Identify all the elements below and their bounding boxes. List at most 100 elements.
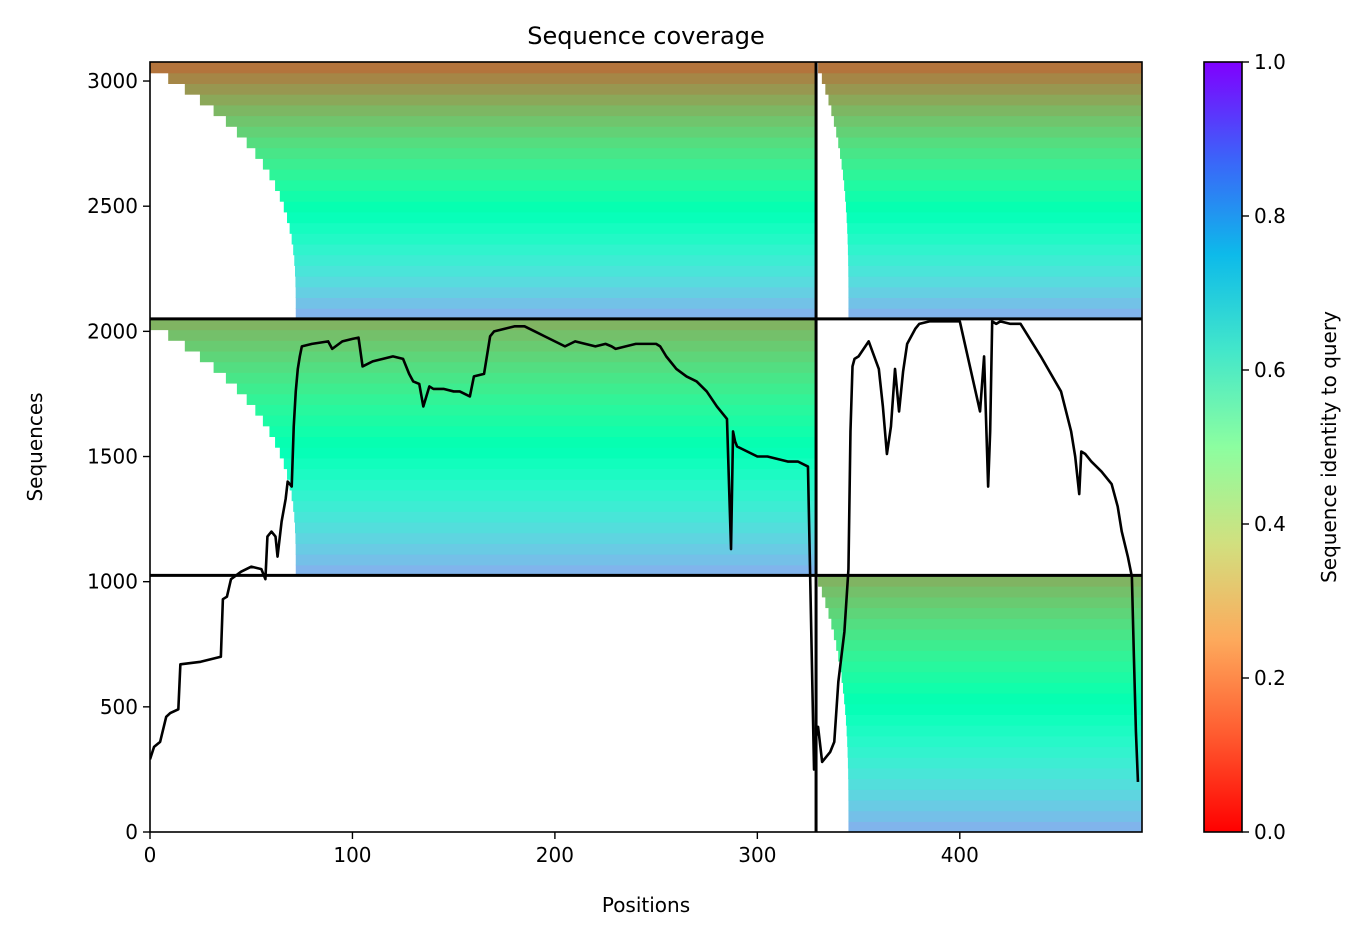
- heatmap-band-1-9: [846, 211, 1142, 224]
- x-axis: 0 100 200 300 400: [144, 832, 979, 867]
- heatmap-band-0-3: [295, 276, 817, 288]
- heatmap-band-3-11: [845, 703, 1142, 715]
- heatmap-band-0-22: [168, 72, 817, 84]
- heatmap-band-2-2: [295, 543, 817, 555]
- heatmap-band-1-11: [845, 190, 1142, 202]
- heatmap-band-2-4: [295, 521, 817, 534]
- y-tick-label: 0: [125, 820, 138, 844]
- heatmap-band-1-12: [844, 179, 1142, 192]
- heatmap-band-0-1: [295, 297, 817, 309]
- heatmap-band-3-12: [844, 693, 1142, 705]
- heatmap-band-3-6: [847, 757, 1142, 769]
- x-tick-label: 100: [333, 843, 371, 867]
- heatmap-band-3-2: [848, 799, 1142, 812]
- heatmap-band-1-10: [845, 201, 1142, 213]
- heatmap-band-2-13: [269, 425, 817, 438]
- coverage-line-group: [150, 320, 1140, 782]
- heatmap-band-1-20: [828, 94, 1142, 106]
- heatmap-band-0-17: [236, 126, 817, 138]
- heatmap-band-0-20: [199, 94, 817, 106]
- heatmap-band-3-10: [845, 714, 1142, 726]
- colorbar: [1203, 61, 1243, 833]
- y-tick-label: 1500: [87, 445, 138, 469]
- heatmap-band-2-15: [255, 404, 817, 416]
- x-tick-label: 0: [144, 843, 157, 867]
- heatmap-band-2-11: [279, 447, 817, 459]
- heatmap-band-1-1: [848, 297, 1142, 309]
- heatmap-band-3-5: [848, 767, 1142, 780]
- colorbar-tick-label: 0.8: [1254, 204, 1286, 228]
- y-tick-label: 3000: [87, 69, 138, 93]
- heatmap-band-3-9: [846, 725, 1142, 737]
- colorbar-axis: 0.0 0.2 0.4 0.6 0.8 1.0: [1242, 50, 1286, 844]
- x-tick-label: 200: [536, 843, 574, 867]
- heatmap-band-2-9: [287, 468, 817, 480]
- coverage-line: [150, 320, 1140, 782]
- heatmap-band-0-0: [295, 308, 817, 320]
- heatmap-band-0-14: [262, 158, 817, 170]
- heatmap-band-2-5: [294, 511, 817, 523]
- heatmap-band-0-18: [225, 115, 817, 127]
- colorbar-tick-label: 1.0: [1254, 50, 1286, 74]
- heatmap-band-2-17: [236, 382, 817, 395]
- heatmap-band-0-16: [246, 136, 817, 149]
- heatmap-band-0-13: [269, 169, 817, 181]
- heatmap-band-2-21: [184, 340, 817, 352]
- heatmap-band-2-18: [225, 372, 817, 384]
- heatmap-band-2-12: [275, 436, 817, 448]
- heatmap-band-0-23: [150, 62, 817, 74]
- heatmap-band-1-6: [847, 243, 1142, 256]
- heatmap-band-1-8: [847, 222, 1142, 234]
- heatmap-band-1-17: [836, 126, 1142, 138]
- colorbar-label: Sequence identity to query: [1317, 311, 1341, 583]
- heatmap-band-1-13: [842, 169, 1142, 181]
- y-axis: 0 500 1000 1500 2000 2500 3000: [87, 69, 150, 844]
- heatmap-band-1-7: [847, 233, 1142, 245]
- heatmap-band-2-23: [150, 318, 817, 331]
- heatmap-band-1-3: [848, 276, 1142, 288]
- heatmap-band-3-13: [842, 682, 1142, 694]
- x-tick-label: 300: [738, 843, 776, 867]
- heatmap-band-0-7: [291, 233, 817, 245]
- heatmap-band-3-20: [828, 607, 1142, 619]
- heatmap-band-1-22: [821, 72, 1142, 84]
- heatmap-band-0-2: [295, 286, 817, 299]
- heatmap-band-3-22: [821, 586, 1142, 598]
- heatmap-band-2-8: [289, 479, 817, 491]
- heatmap-band-2-3: [295, 532, 817, 544]
- heatmap-band-0-6: [293, 243, 817, 256]
- heatmap-band-1-5: [848, 254, 1142, 266]
- heatmap-band-0-9: [287, 211, 817, 224]
- heatmap-band-2-14: [262, 415, 817, 427]
- heatmap-blocks: [150, 62, 1142, 832]
- heatmap-band-0-5: [294, 254, 817, 266]
- heatmap-band-3-23: [818, 575, 1142, 587]
- heatmap-band-2-0: [295, 564, 817, 577]
- heatmap-band-1-21: [825, 83, 1142, 95]
- heatmap-band-1-15: [840, 147, 1142, 159]
- heatmap-band-1-2: [848, 286, 1142, 299]
- block-separator-lines: [150, 62, 1142, 832]
- heatmap-band-1-14: [841, 158, 1142, 170]
- heatmap-band-3-21: [825, 596, 1142, 609]
- heatmap-band-3-17: [836, 639, 1142, 651]
- heatmap-band-1-19: [831, 104, 1142, 117]
- heatmap-band-3-15: [840, 660, 1142, 673]
- heatmap-band-3-7: [847, 746, 1142, 758]
- y-tick-label: 1000: [87, 570, 138, 594]
- heatmap-band-1-23: [818, 62, 1142, 74]
- x-tick-label: 400: [941, 843, 979, 867]
- plot-frame: [149, 61, 1143, 833]
- y-tick-label: 2000: [87, 319, 138, 343]
- heatmap-band-0-10: [283, 201, 817, 213]
- heatmap-band-0-15: [255, 147, 817, 159]
- heatmap-band-3-19: [831, 618, 1142, 630]
- colorbar-tick-label: 0.6: [1254, 358, 1286, 382]
- heatmap-band-1-16: [838, 136, 1142, 149]
- colorbar-tick-label: 0.4: [1254, 512, 1286, 536]
- heatmap-band-2-6: [293, 500, 817, 512]
- heatmap-band-1-18: [833, 115, 1142, 127]
- y-axis-label: Sequences: [23, 392, 47, 501]
- heatmap-band-3-0: [848, 821, 1142, 832]
